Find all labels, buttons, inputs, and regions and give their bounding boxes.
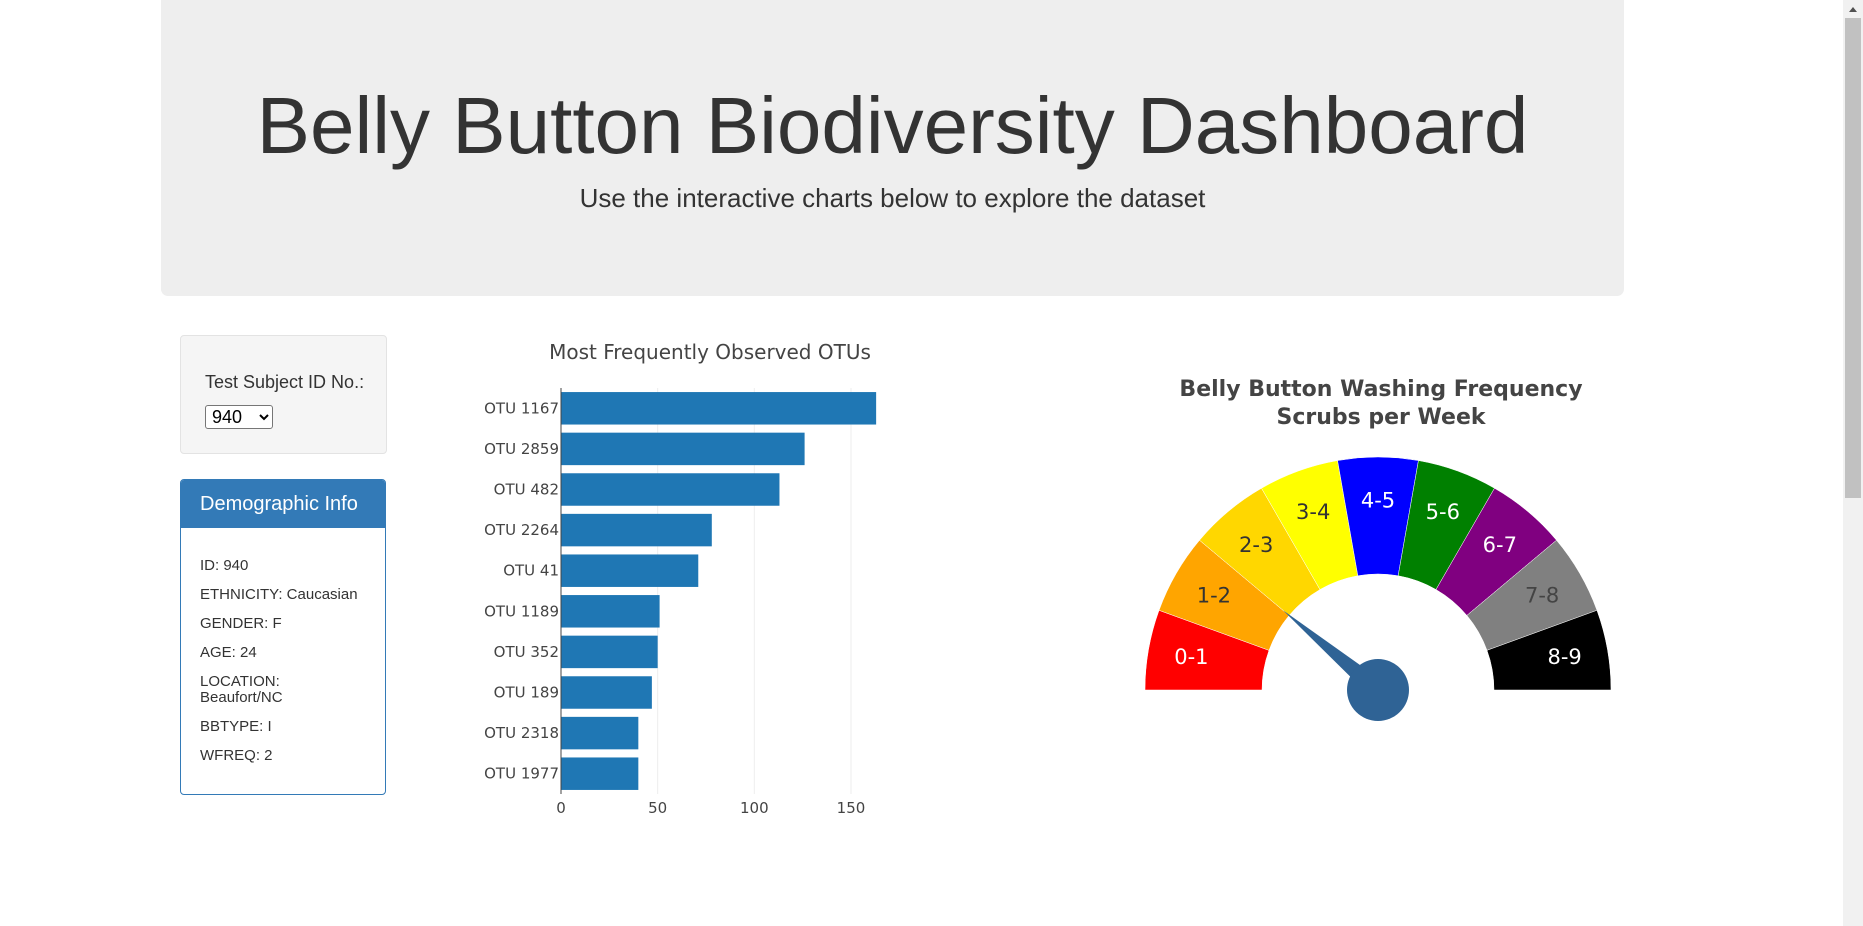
bar-chart-bar[interactable] <box>561 635 658 669</box>
bar-chart-bar[interactable] <box>561 554 699 587</box>
demographic-row-location: LOCATION: Beaufort/NC <box>200 673 283 706</box>
subject-id-select[interactable]: 940 <box>205 405 273 429</box>
subject-selector-panel: Test Subject ID No.: 940 <box>180 335 387 454</box>
bar-chart-category-label: OTU 482 <box>494 481 559 499</box>
page-title: Belly Button Biodiversity Dashboard <box>256 81 1529 170</box>
bar-chart-bar[interactable] <box>561 757 639 790</box>
bar-chart-x-tick-label: 150 <box>837 799 866 817</box>
bar-chart-bar[interactable] <box>561 473 780 506</box>
bar-chart-x-tick-label: 50 <box>648 799 667 817</box>
bar-chart-category-label: OTU 2859 <box>484 440 559 458</box>
bar-chart-x-tick-label: 100 <box>740 799 769 817</box>
bar-chart-bar[interactable] <box>561 595 660 628</box>
gauge-title: Belly Button Washing Frequency <box>1179 377 1582 402</box>
bar-chart-bar[interactable] <box>561 513 712 547</box>
demographic-row-ethnicity: ETHNICITY: Caucasian <box>200 586 358 603</box>
gauge-segment-label: 8-9 <box>1547 645 1581 669</box>
bar-chart-category-label: OTU 352 <box>494 643 559 661</box>
bar-chart-bar[interactable] <box>561 716 639 750</box>
demographic-info-body: ID: 940 ETHNICITY: Caucasian GENDER: F A… <box>181 528 385 764</box>
gauge-segment-label: 0-1 <box>1174 645 1208 669</box>
bar-chart-category-label: OTU 41 <box>503 562 559 580</box>
demographic-row-gender: GENDER: F <box>200 615 282 632</box>
bar-chart-bar[interactable] <box>561 432 805 466</box>
gauge-segment-label: 3-4 <box>1296 500 1330 524</box>
gauge-segment-label: 7-8 <box>1525 583 1559 607</box>
bar-chart-category-label: OTU 1977 <box>484 765 559 783</box>
gauge-segment-label: 1-2 <box>1197 583 1231 607</box>
gauge-segment-label: 2-3 <box>1239 533 1273 557</box>
washing-frequency-gauge[interactable]: Belly Button Washing Frequency Scrubs per… <box>1144 377 1612 721</box>
demographic-row-bbtype: BBTYPE: I <box>200 718 272 735</box>
otu-bar-chart[interactable]: Most Frequently Observed OTUs 0 50 100 150 OT… <box>484 340 877 817</box>
bar-chart-title: Most Frequently Observed OTUs <box>549 340 871 364</box>
bar-chart-bar[interactable] <box>561 676 652 709</box>
bar-chart-category-label: OTU 189 <box>494 684 559 702</box>
demographic-row-id: ID: 940 <box>200 557 249 574</box>
header-jumbotron: Belly Button Biodiversity Dashboard Use … <box>161 0 1624 296</box>
bar-chart-category-label: OTU 2264 <box>484 521 559 539</box>
gauge-subtitle: Scrubs per Week <box>1276 405 1486 430</box>
scroll-up-arrow-icon[interactable] <box>1846 3 1860 17</box>
bar-chart-category-label: OTU 1167 <box>484 399 559 417</box>
gauge-segment-label: 4-5 <box>1361 489 1395 513</box>
subject-selector-label: Test Subject ID No.: <box>205 372 365 392</box>
bar-chart-category-label: OTU 1189 <box>484 602 559 620</box>
demographic-info-heading: Demographic Info <box>181 480 385 528</box>
gauge-segment-label: 5-6 <box>1426 500 1460 524</box>
demographic-row-age: AGE: 24 <box>200 644 257 661</box>
gauge-needle-hub <box>1347 659 1409 721</box>
demographic-row-wfreq: WFREQ: 2 <box>200 747 273 764</box>
gauge-segment-label: 6-7 <box>1483 533 1517 557</box>
bar-chart-x-tick-label: 0 <box>556 799 566 817</box>
page-subtitle: Use the interactive charts below to expl… <box>579 183 1206 213</box>
bar-chart-category-label: OTU 2318 <box>484 724 559 742</box>
demographic-info-panel: Demographic Info ID: 940 ETHNICITY: Cauc… <box>180 479 386 795</box>
bar-chart-bar[interactable] <box>561 392 877 425</box>
scrollbar-thumb[interactable] <box>1845 18 1861 498</box>
gauge-segment[interactable] <box>1486 609 1612 691</box>
